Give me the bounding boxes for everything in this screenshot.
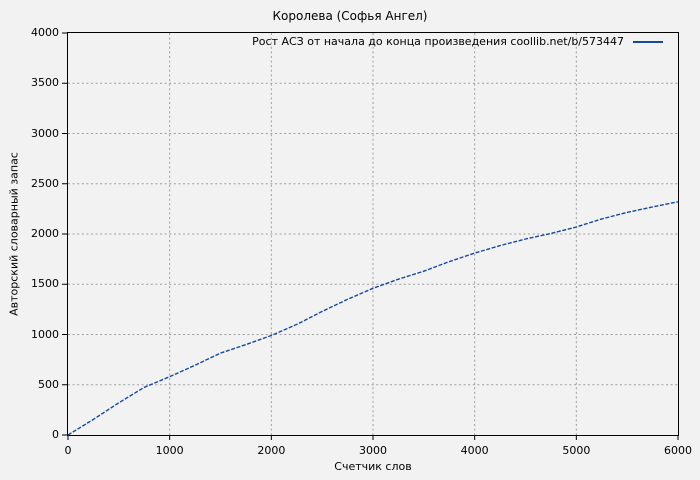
y-tick-label: 1000 [31, 327, 59, 341]
x-tick-label: 2000 [257, 444, 286, 457]
x-tick-label: 0 [64, 444, 72, 457]
x-tick-label: 5000 [562, 444, 591, 457]
plot-canvas [62, 32, 679, 440]
series-line [67, 201, 679, 436]
x-tick-label: 1000 [155, 444, 184, 457]
x-tick-label: 4000 [460, 444, 489, 457]
y-tick-label: 500 [38, 377, 59, 391]
y-tick-label: 1500 [31, 277, 59, 291]
y-tick-label: 3000 [31, 126, 59, 140]
y-tick-label: 3500 [31, 76, 59, 90]
y-tick-label: 2500 [31, 176, 59, 190]
legend: Рост АСЗ от начала до конца произведения… [252, 35, 663, 48]
plot-area: Рост АСЗ от начала до конца произведения… [62, 32, 679, 440]
y-tick-label: 2000 [31, 227, 59, 240]
x-axis-title: Счетчик слов [334, 460, 412, 473]
y-tick-label: 4000 [31, 26, 59, 39]
chart-title: Королева (Софья Ангел) [272, 9, 428, 23]
y-tick-label: 0 [52, 428, 59, 441]
legend-label: Рост АСЗ от начала до конца произведения… [252, 35, 624, 48]
x-tick-label: 6000 [664, 444, 692, 457]
legend-line-sample [633, 40, 663, 43]
x-tick-label: 3000 [359, 444, 387, 457]
